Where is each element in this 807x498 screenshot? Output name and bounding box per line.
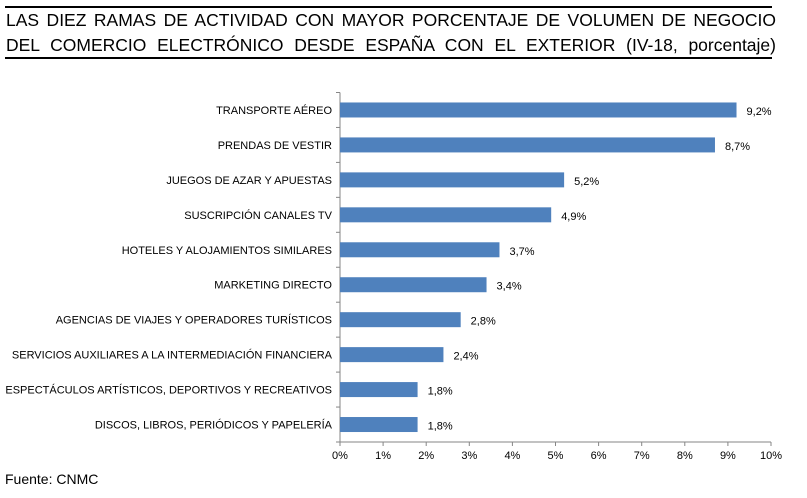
bar — [340, 277, 487, 293]
category-label: MARKETING DIRECTO — [214, 280, 332, 292]
x-tick-label: 2% — [418, 450, 434, 462]
category-label: JUEGOS DE AZAR Y APUESTAS — [166, 175, 332, 187]
category-label: SERVICIOS AUXILIARES A LA INTERMEDIACIÓN… — [12, 349, 333, 362]
data-label: 5,2% — [574, 176, 599, 188]
x-tick-label: 4% — [504, 450, 520, 462]
x-tick-label: 7% — [634, 450, 650, 462]
bar — [340, 312, 461, 328]
data-label: 4,9% — [561, 211, 586, 223]
data-label: 3,7% — [509, 246, 534, 258]
data-label: 2,8% — [471, 316, 496, 328]
category-label: AGENCIAS DE VIAJES Y OPERADORES TURÍSTIC… — [56, 314, 332, 327]
x-tick-label: 6% — [591, 450, 607, 462]
category-label: HOTELES Y ALOJAMIENTOS SIMILARES — [122, 245, 332, 257]
data-label: 1,8% — [428, 421, 453, 433]
source-note: Fuente: CNMC — [5, 471, 99, 487]
chart-title-line-1: LAS DIEZ RAMAS DE ACTIVIDAD CON MAYOR PO… — [6, 10, 776, 30]
bar — [340, 382, 418, 398]
bar — [340, 172, 565, 188]
title-bottom-rule — [5, 57, 772, 59]
category-label: SUSCRIPCIÓN CANALES TV — [184, 209, 332, 222]
x-tick-label: 3% — [461, 450, 477, 462]
bar — [340, 137, 715, 153]
category-label: ESPECTÁCULOS ARTÍSTICOS, DEPORTIVOS Y RE… — [5, 384, 332, 397]
bar — [340, 102, 737, 118]
title-top-rule — [5, 6, 772, 8]
bar — [340, 347, 444, 363]
data-label: 2,4% — [453, 351, 478, 363]
x-tick-label: 0% — [332, 450, 348, 462]
x-tick-label: 5% — [548, 450, 564, 462]
bar — [340, 207, 552, 223]
data-label: 8,7% — [725, 141, 750, 153]
bar — [340, 417, 418, 433]
chart-title: LAS DIEZ RAMAS DE ACTIVIDAD CON MAYOR PO… — [6, 8, 776, 58]
x-tick-label: 9% — [720, 450, 736, 462]
x-tick-label: 10% — [760, 450, 782, 462]
data-label: 9,2% — [747, 106, 772, 118]
chart-title-line-2: DEL COMERCIO ELECTRÓNICO DESDE ESPAÑA CO… — [6, 35, 776, 55]
data-label: 1,8% — [428, 386, 453, 398]
x-tick-label: 8% — [677, 450, 693, 462]
x-tick-label: 1% — [375, 450, 391, 462]
category-label: TRANSPORTE AÉREO — [216, 104, 332, 117]
data-label: 3,4% — [497, 281, 522, 293]
bar — [340, 242, 500, 258]
category-label: PRENDAS DE VESTIR — [218, 140, 332, 152]
category-label: DISCOS, LIBROS, PERIÓDICOS Y PAPELERÍA — [95, 419, 333, 432]
